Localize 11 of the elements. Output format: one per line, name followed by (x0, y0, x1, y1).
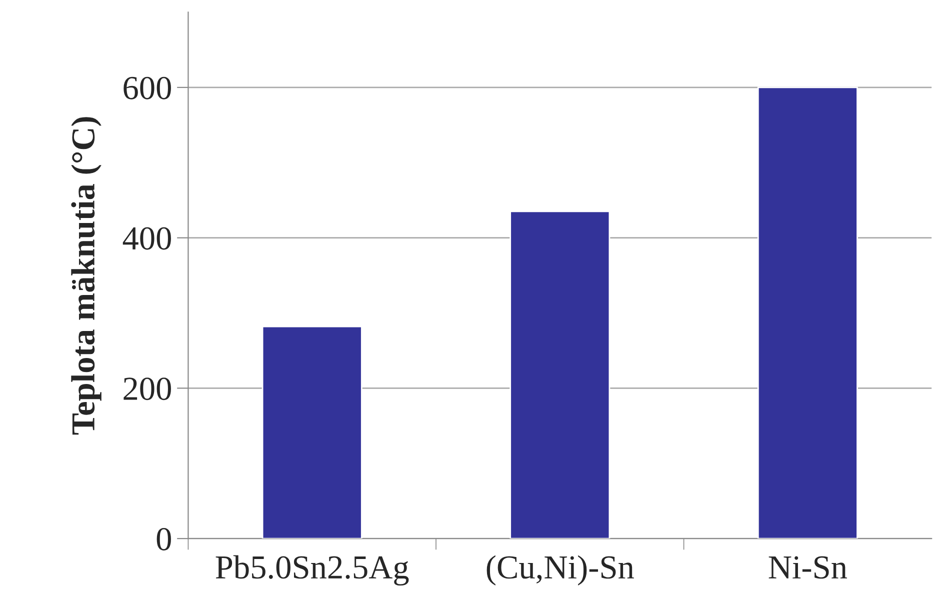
y-axis-title: Teplota mäknutia (°C) (71, 117, 102, 435)
bar (757, 86, 858, 539)
x-tick-label: Ni-Sn (768, 556, 848, 579)
y-tick-label: 600 (124, 76, 171, 100)
x-tick-label: Pb5.0Sn2.5Ag (216, 555, 409, 586)
bar (510, 210, 610, 539)
y-tick-label: 200 (124, 378, 171, 400)
y-tick-label: 0 (156, 528, 171, 550)
y-tick-label: 400 (122, 227, 171, 250)
bar (262, 326, 362, 539)
x-tick-label: (Cu,Ni)-Sn (486, 555, 634, 586)
